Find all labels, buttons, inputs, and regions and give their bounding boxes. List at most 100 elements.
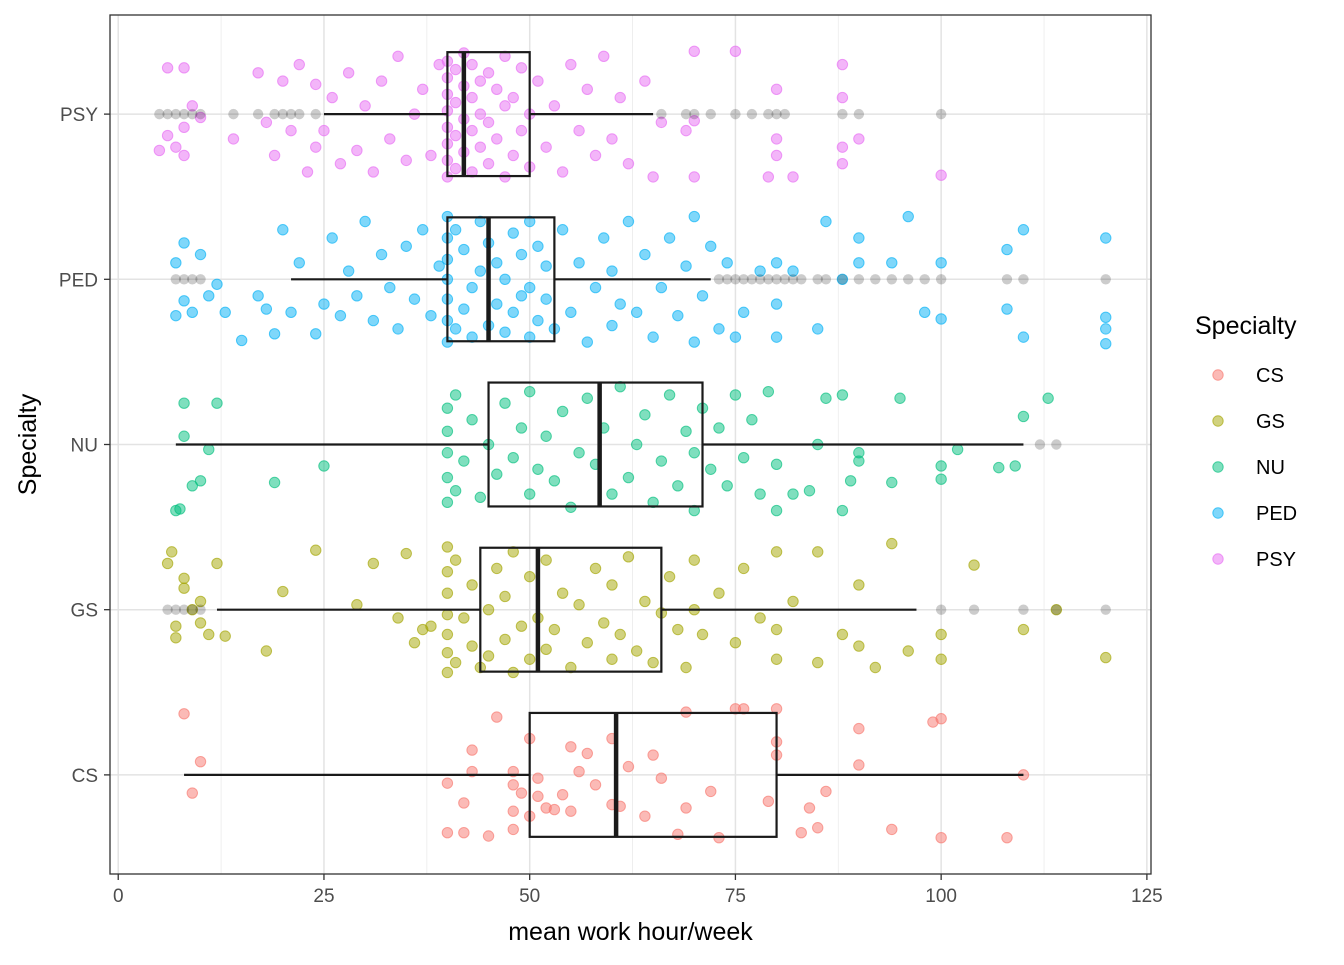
data-point [367,557,380,570]
data-point [433,260,445,272]
data-point [351,144,363,157]
data-point [515,787,528,799]
data-point [441,402,454,414]
data-point [178,397,190,409]
data-point [836,141,849,153]
data-point [334,157,347,170]
data-point [836,58,849,71]
data-point [219,306,231,319]
data-point [515,62,528,74]
data-point [293,257,305,269]
data-point [598,617,610,629]
data-point [762,385,775,398]
x-tick-label: 0 [113,886,124,907]
data-point [466,281,478,294]
box [487,381,704,508]
data-point [235,334,248,347]
data-point [532,314,544,327]
data-point [803,485,816,497]
data-point [721,257,733,269]
data-point [1001,243,1013,256]
data-point [812,546,824,558]
y-tick-label: CS [72,766,98,787]
data-point [705,240,717,252]
box [479,546,663,673]
data-point [812,656,824,669]
data-point [491,298,503,310]
data-point [630,645,643,657]
data-point [556,166,569,178]
data-point [458,303,470,315]
legend-key [1212,415,1224,427]
data-point [474,265,487,277]
data-point [449,162,462,175]
data-point [787,488,799,500]
data-point [729,389,742,401]
outlier-point [1100,604,1111,615]
data-point [285,306,297,319]
data-point [663,232,676,244]
data-point [770,149,783,162]
data-point [688,210,700,223]
data-point [762,795,775,808]
outlier-point [886,274,897,285]
data-point [713,587,725,599]
outlier-point [1018,274,1029,285]
data-point [589,562,602,575]
data-point [565,741,577,753]
data-point [326,232,338,244]
data-point [507,306,519,319]
legend: Specialty CS GS NU PED PSY [1195,312,1297,571]
data-point [894,392,906,404]
data-point [647,656,659,669]
x-axis-title: mean work hour/week [508,918,753,946]
y-tick-label: GS [71,601,98,622]
data-point [935,628,947,641]
outlier-point [754,274,766,285]
data-point [853,447,865,459]
data-point [820,215,832,228]
outlier-point [170,604,182,615]
data-point [408,637,421,649]
data-point [1017,331,1030,343]
data-point [548,100,561,112]
data-point [170,309,182,322]
outlier-point [178,108,190,120]
data-point [449,96,462,109]
data-point [153,144,166,157]
data-point [523,570,536,583]
data-point [482,603,495,616]
data-point [417,83,429,96]
data-point [441,496,454,509]
data-point [507,452,519,464]
outlier-point [154,108,165,120]
data-point [507,91,519,104]
data-point [441,608,454,621]
outlier-point [680,108,692,120]
data-point [499,397,511,409]
data-point [491,562,503,575]
data-point [466,91,478,104]
outlier-points [154,108,1111,615]
data-point [449,554,462,566]
data-point [367,166,380,178]
outlier-point [763,108,774,120]
data-point [573,447,585,459]
data-point [178,295,190,307]
data-point [1100,232,1112,244]
data-point [408,293,421,305]
data-point [268,149,281,162]
data-point [606,133,618,145]
data-point [606,579,618,591]
data-point [507,149,519,162]
data-point [836,91,849,104]
data-point [515,620,528,632]
data-point [277,585,289,598]
data-point [836,273,849,286]
data-point [935,460,947,472]
data-point [458,612,470,624]
data-point [598,232,610,244]
data-point [268,476,281,489]
data-point [606,488,618,500]
